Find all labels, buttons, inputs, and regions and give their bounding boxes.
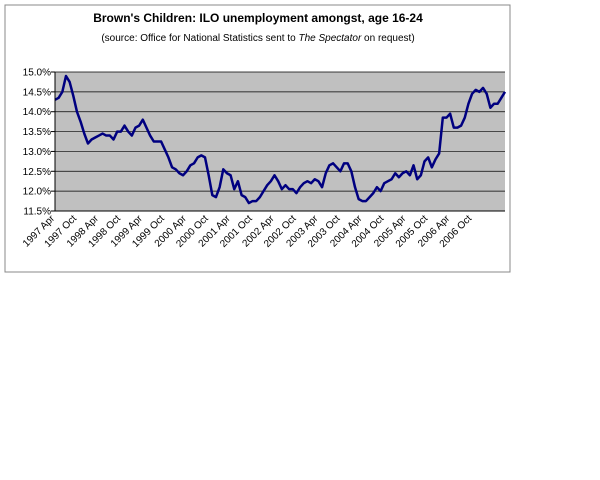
y-tick-label: 13.0% xyxy=(23,147,51,158)
subtitle-part: The Spectator xyxy=(298,33,361,44)
subtitle-part: on request) xyxy=(361,33,414,44)
y-tick-label: 14.5% xyxy=(23,87,51,98)
y-tick-label: 11.5% xyxy=(23,207,51,218)
y-tick-label: 15.0% xyxy=(23,68,51,79)
subtitle-part: (source: Office for National Statistics … xyxy=(101,33,298,44)
data-line xyxy=(54,74,507,205)
y-tick-label: 13.5% xyxy=(23,127,51,138)
chart-title: Brown's Children: ILO unemployment among… xyxy=(93,11,423,25)
y-tick-label: 12.0% xyxy=(23,187,51,198)
chart-subtitle: (source: Office for National Statistics … xyxy=(101,33,414,44)
plot-area xyxy=(55,72,505,211)
y-tick-label: 12.5% xyxy=(23,167,51,178)
y-tick-label: 14.0% xyxy=(23,107,51,118)
